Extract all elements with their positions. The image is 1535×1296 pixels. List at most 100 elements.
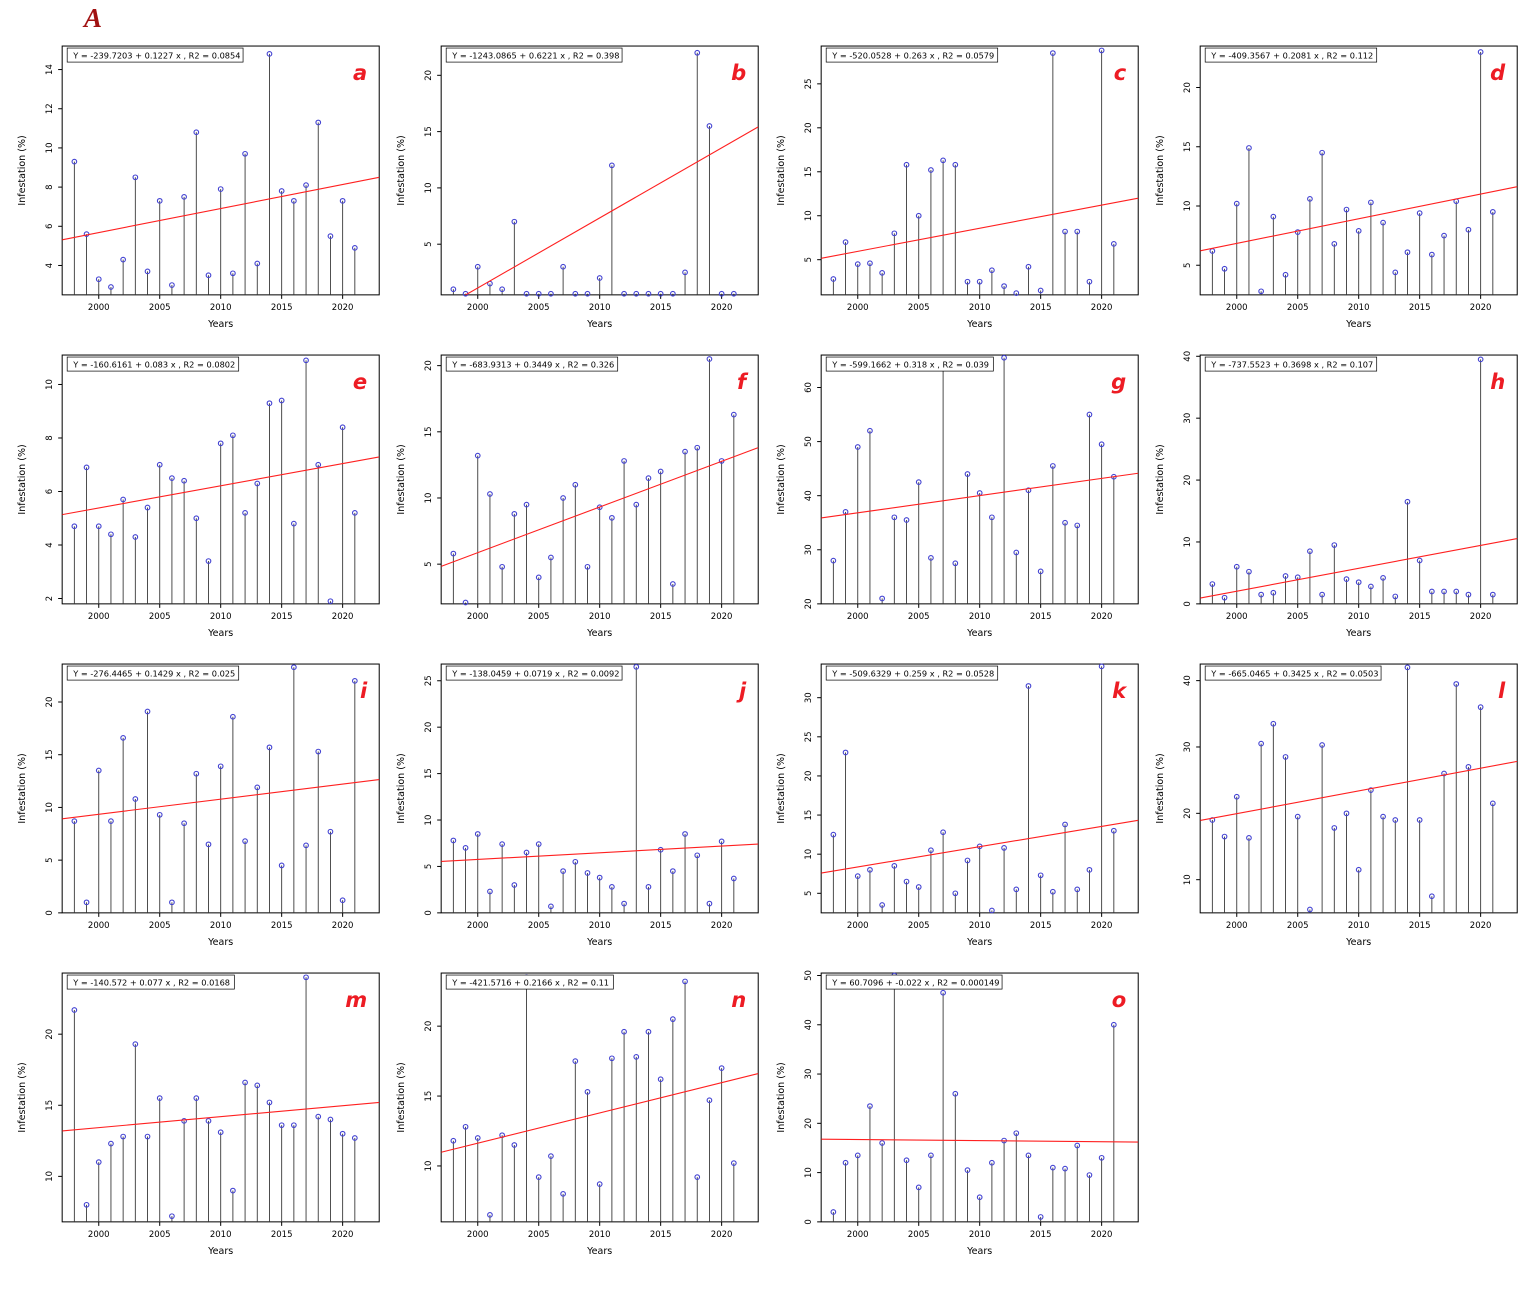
y-tick-label: 10 [45, 1171, 55, 1182]
data-point [1049, 1164, 1056, 1171]
y-tick-label: 10 [424, 492, 434, 503]
data-point [1245, 568, 1252, 575]
y-tick-label: 10 [424, 814, 434, 825]
data-point [1404, 664, 1411, 670]
data-point [1086, 1171, 1092, 1178]
y-tick-label: 5 [1183, 262, 1193, 267]
data-point [560, 867, 567, 874]
data-point [903, 161, 909, 168]
data-point [964, 1167, 970, 1173]
data-point [499, 841, 506, 847]
data-point [633, 501, 640, 508]
y-axis-title: Infestation (%) [776, 135, 787, 205]
regression-line [464, 126, 759, 295]
data-point [1221, 833, 1228, 840]
data-point [290, 664, 297, 670]
y-axis-title: Infestation (%) [776, 444, 787, 514]
x-tick-label: 2020 [1470, 921, 1492, 931]
data-point [927, 554, 934, 561]
data-point [1061, 1165, 1068, 1172]
y-tick-label: 25 [804, 78, 814, 89]
y-axis-title: Infestation (%) [17, 135, 28, 205]
panel-letter: h [1490, 369, 1505, 394]
y-axis-title: Infestation (%) [396, 444, 407, 514]
x-tick-label: 2015 [1409, 303, 1431, 313]
x-tick-label: 2005 [907, 612, 929, 622]
data-point [254, 1082, 261, 1088]
data-point [1098, 441, 1104, 447]
data-point [951, 560, 958, 566]
equation-box [66, 47, 244, 63]
x-tick-label: 2000 [88, 1230, 110, 1240]
x-tick-label: 2015 [650, 612, 672, 622]
panel-letter: a [353, 60, 367, 85]
data-point [1110, 827, 1117, 834]
data-point [1379, 219, 1386, 226]
data-point [339, 1130, 346, 1137]
data-point [108, 531, 114, 537]
data-point [71, 817, 78, 824]
data-point [205, 841, 212, 847]
data-point [548, 290, 555, 297]
plot-box [440, 45, 759, 296]
data-point [475, 263, 481, 270]
data-point [487, 1211, 494, 1218]
y-tick-label: 15 [45, 1100, 55, 1111]
data-point [156, 1095, 163, 1101]
panel-o: 0 10 20 30 40 50 2000 2005 2010 2015 2020 Years Infe… [771, 961, 1148, 1268]
y-tick-label: 4 [45, 262, 55, 267]
data-point [303, 357, 309, 363]
x-tick-label: 2020 [1090, 303, 1112, 313]
panel-letter: j [736, 678, 747, 703]
data-point [1318, 149, 1325, 156]
data-point [205, 557, 212, 564]
y-tick-label: 0 [45, 910, 55, 915]
x-tick-label: 2000 [467, 303, 489, 313]
data-point [351, 677, 358, 684]
data-point [1073, 1142, 1080, 1149]
panel-letter: f [737, 369, 749, 394]
data-point [156, 197, 163, 204]
x-axis-title: Years [1345, 937, 1371, 948]
data-point [854, 260, 861, 267]
data-point [181, 193, 187, 200]
data-point [1037, 872, 1044, 878]
data-point [499, 563, 506, 570]
data-point [217, 763, 224, 769]
equation-label: Y = -509.6329 + 0.259 x , R2 = 0.0528 [831, 668, 994, 678]
data-point [462, 1123, 469, 1130]
data-point [536, 290, 542, 297]
y-tick-label: 25 [424, 675, 434, 686]
equation-label: Y = -421.5716 + 0.2166 x , R2 = 0.11 [451, 977, 609, 987]
y-tick-label: 10 [804, 210, 814, 221]
data-point [1245, 834, 1252, 841]
data-point [120, 1133, 126, 1140]
x-tick-label: 2010 [968, 921, 990, 931]
regression-line [62, 456, 380, 515]
x-tick-label: 2020 [711, 303, 733, 313]
x-tick-label: 2000 [467, 1230, 489, 1240]
data-point [866, 1102, 873, 1109]
data-point [315, 748, 322, 755]
data-point [609, 1055, 615, 1061]
panel-j: 0 5 10 15 20 25 2000 2005 2010 2015 2020 Years Infes… [391, 652, 768, 959]
data-point [1000, 844, 1007, 851]
x-tick-label: 2005 [1287, 303, 1309, 313]
data-point [1331, 824, 1337, 831]
x-axis-title: Years [966, 628, 992, 639]
y-tick-label: 25 [804, 731, 814, 742]
data-point [230, 1187, 236, 1194]
data-point [290, 520, 297, 527]
x-tick-label: 2015 [1029, 921, 1051, 931]
data-point [988, 514, 995, 520]
data-point [450, 1137, 457, 1144]
data-point [597, 1180, 603, 1187]
data-point [694, 49, 701, 56]
data-point [511, 1141, 518, 1148]
x-tick-label: 2020 [1090, 1230, 1112, 1240]
equation-box [66, 356, 240, 372]
data-point [903, 1157, 909, 1163]
x-axis-title: Years [586, 628, 612, 639]
data-point [327, 1116, 334, 1123]
data-point [1258, 288, 1264, 294]
